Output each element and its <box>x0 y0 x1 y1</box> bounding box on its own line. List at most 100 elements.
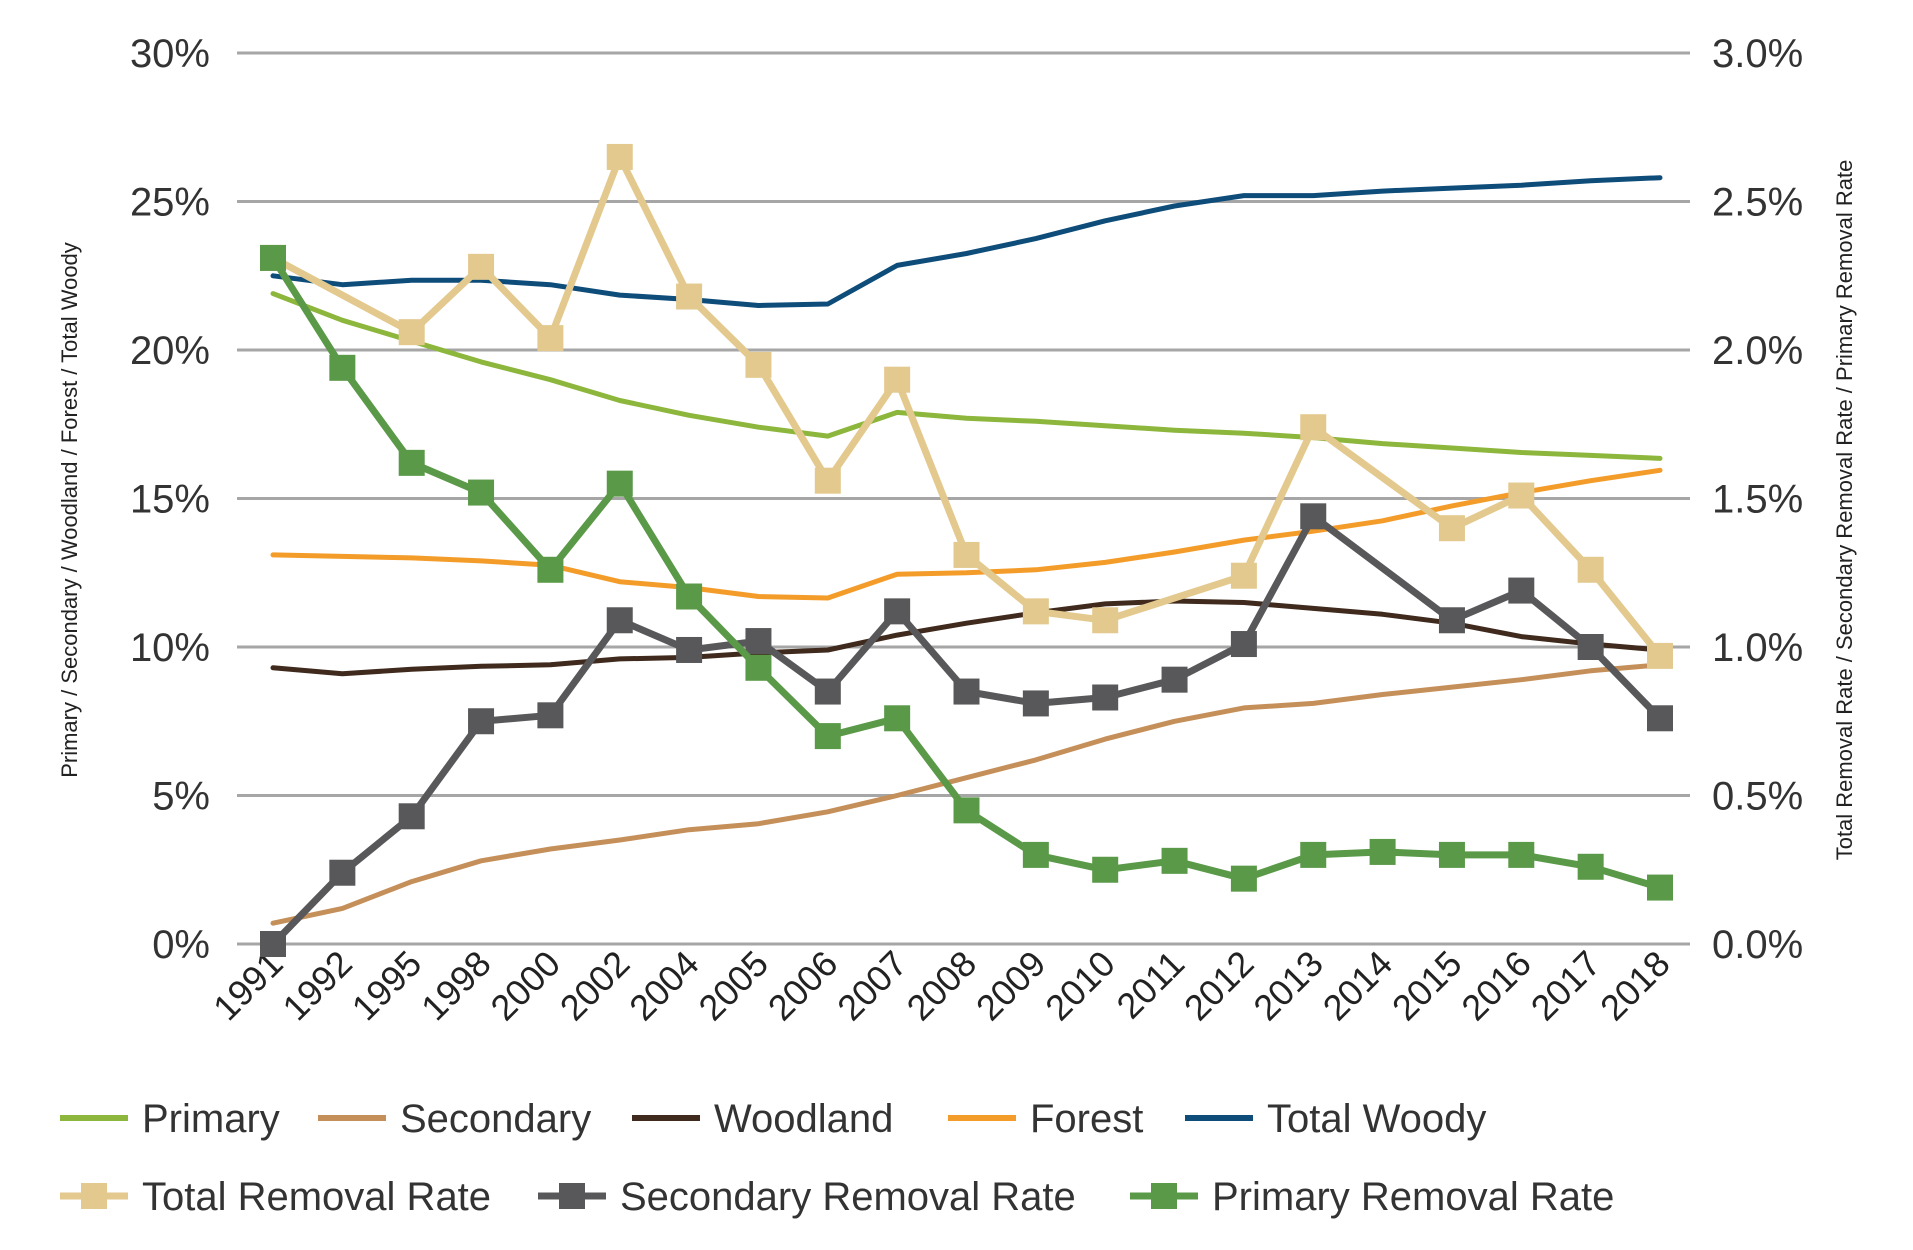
data-point-secondary-removal-rate <box>1230 631 1257 658</box>
x-tick-label: 2015 <box>1384 943 1470 1029</box>
data-point-primary-removal-rate <box>1438 841 1465 868</box>
data-point-secondary-removal-rate <box>745 628 772 655</box>
data-point-total-removal-rate <box>537 325 564 352</box>
data-point-primary-removal-rate <box>1647 874 1673 901</box>
legend-item-primary: Primary <box>60 1097 280 1141</box>
data-point-primary-removal-rate <box>537 556 564 583</box>
right-tick-label: 2.5% <box>1712 181 1803 225</box>
legend-label: Total Woody <box>1267 1097 1486 1141</box>
series-primary <box>270 291 1663 461</box>
data-point-total-removal-rate <box>1577 556 1604 583</box>
data-point-secondary-removal-rate <box>1300 503 1327 530</box>
data-point-primary-removal-rate <box>1161 847 1188 874</box>
x-tick-label: 2005 <box>690 943 776 1029</box>
data-point-primary-removal-rate <box>398 449 425 476</box>
legend-item-woodland: Woodland <box>632 1097 893 1141</box>
data-point-secondary-removal-rate <box>884 598 911 625</box>
data-point-primary-removal-rate <box>814 723 841 750</box>
legend-label: Primary Removal Rate <box>1212 1175 1614 1219</box>
data-point-secondary-removal-rate <box>606 607 633 634</box>
legend-item-total-woody: Total Woody <box>1185 1097 1486 1141</box>
data-point-primary-removal-rate <box>745 654 772 681</box>
data-point-secondary-removal-rate <box>398 803 425 830</box>
right-tick-label: 0.0% <box>1712 923 1803 967</box>
series-secondary <box>270 662 1663 926</box>
data-point-primary-removal-rate <box>606 470 633 497</box>
data-point-primary-removal-rate <box>260 244 286 271</box>
legend-item-secondary: Secondary <box>318 1097 591 1141</box>
x-tick-label: 2007 <box>829 943 915 1029</box>
left-tick-label: 15% <box>130 478 210 522</box>
legend-marker <box>81 1183 107 1209</box>
series-line-secondary <box>270 662 1663 926</box>
x-tick-label: 2013 <box>1245 943 1331 1029</box>
series-line-woodland <box>270 598 1663 677</box>
data-point-secondary-removal-rate <box>1647 705 1673 732</box>
series-line-total-woody <box>270 175 1663 308</box>
left-tick-label: 25% <box>130 181 210 225</box>
data-point-total-removal-rate <box>1300 414 1327 441</box>
x-tick-label: 2012 <box>1176 943 1262 1029</box>
series-total-removal-rate <box>260 143 1673 669</box>
data-point-total-removal-rate <box>606 143 633 170</box>
data-point-secondary-removal-rate <box>676 636 703 663</box>
data-point-total-removal-rate <box>1230 562 1257 589</box>
series-layer <box>260 143 1673 957</box>
data-point-secondary-removal-rate <box>468 708 495 735</box>
x-tick-label: 2010 <box>1037 943 1123 1029</box>
legend-item-primary-removal-rate: Primary Removal Rate <box>1130 1175 1614 1219</box>
legend-item-secondary-removal-rate: Secondary Removal Rate <box>538 1175 1076 1219</box>
right-tick-label: 2.0% <box>1712 329 1803 373</box>
left-axis-title: Primary / Secondary / Woodland / Forest … <box>57 242 82 778</box>
data-point-total-removal-rate <box>884 366 911 393</box>
right-tick-label: 1.5% <box>1712 478 1803 522</box>
data-point-total-removal-rate <box>1508 482 1535 509</box>
legend-item-forest: Forest <box>948 1097 1143 1141</box>
data-point-primary-removal-rate <box>329 354 356 381</box>
data-point-secondary-removal-rate <box>260 931 286 957</box>
legend: Primary Secondary Woodland Forest Total Wood… <box>60 1097 1614 1219</box>
series-line-primary <box>270 291 1663 461</box>
x-tick-label: 2017 <box>1523 943 1609 1029</box>
x-tick-label: 2008 <box>899 943 985 1029</box>
legend-label: Forest <box>1030 1097 1143 1141</box>
data-point-secondary-removal-rate <box>1022 690 1049 717</box>
left-tick-label: 30% <box>130 32 210 76</box>
left-tick-label: 10% <box>130 626 210 670</box>
data-point-secondary-removal-rate <box>814 678 841 705</box>
data-point-total-removal-rate <box>1092 607 1119 634</box>
x-tick-label: 1992 <box>274 943 360 1029</box>
x-axis-ticks: 1991199219951998200020022004200520062007… <box>205 943 1678 1029</box>
right-tick-label: 0.5% <box>1712 775 1803 819</box>
data-point-secondary-removal-rate <box>1438 607 1465 634</box>
data-point-secondary-removal-rate <box>329 859 356 886</box>
legend-label: Primary <box>142 1097 280 1141</box>
data-point-primary-removal-rate <box>676 583 703 610</box>
left-tick-label: 20% <box>130 329 210 373</box>
data-point-secondary-removal-rate <box>1161 666 1188 693</box>
data-point-primary-removal-rate <box>953 797 980 824</box>
x-tick-label: 2002 <box>552 943 638 1029</box>
series-woodland <box>270 598 1663 677</box>
x-tick-label: 2004 <box>621 943 707 1029</box>
x-tick-label: 2011 <box>1108 943 1192 1027</box>
x-tick-label: 1998 <box>413 943 499 1029</box>
right-tick-label: 1.0% <box>1712 626 1803 670</box>
series-primary-removal-rate <box>260 244 1673 901</box>
legend-item-total-removal-rate: Total Removal Rate <box>60 1175 491 1219</box>
x-tick-label: 2014 <box>1315 943 1401 1029</box>
data-point-primary-removal-rate <box>1577 853 1604 880</box>
data-point-total-removal-rate <box>676 283 703 310</box>
left-tick-label: 0% <box>152 923 210 967</box>
x-tick-label: 2009 <box>968 943 1054 1029</box>
x-tick-label: 2018 <box>1592 943 1678 1029</box>
legend-label: Woodland <box>714 1097 893 1141</box>
legend-marker <box>1151 1183 1177 1209</box>
x-tick-label: 2006 <box>760 943 846 1029</box>
series-total-woody <box>270 175 1663 308</box>
data-point-total-removal-rate <box>468 253 495 280</box>
data-point-total-removal-rate <box>814 467 841 494</box>
data-point-total-removal-rate <box>398 319 425 346</box>
left-tick-label: 5% <box>152 775 210 819</box>
